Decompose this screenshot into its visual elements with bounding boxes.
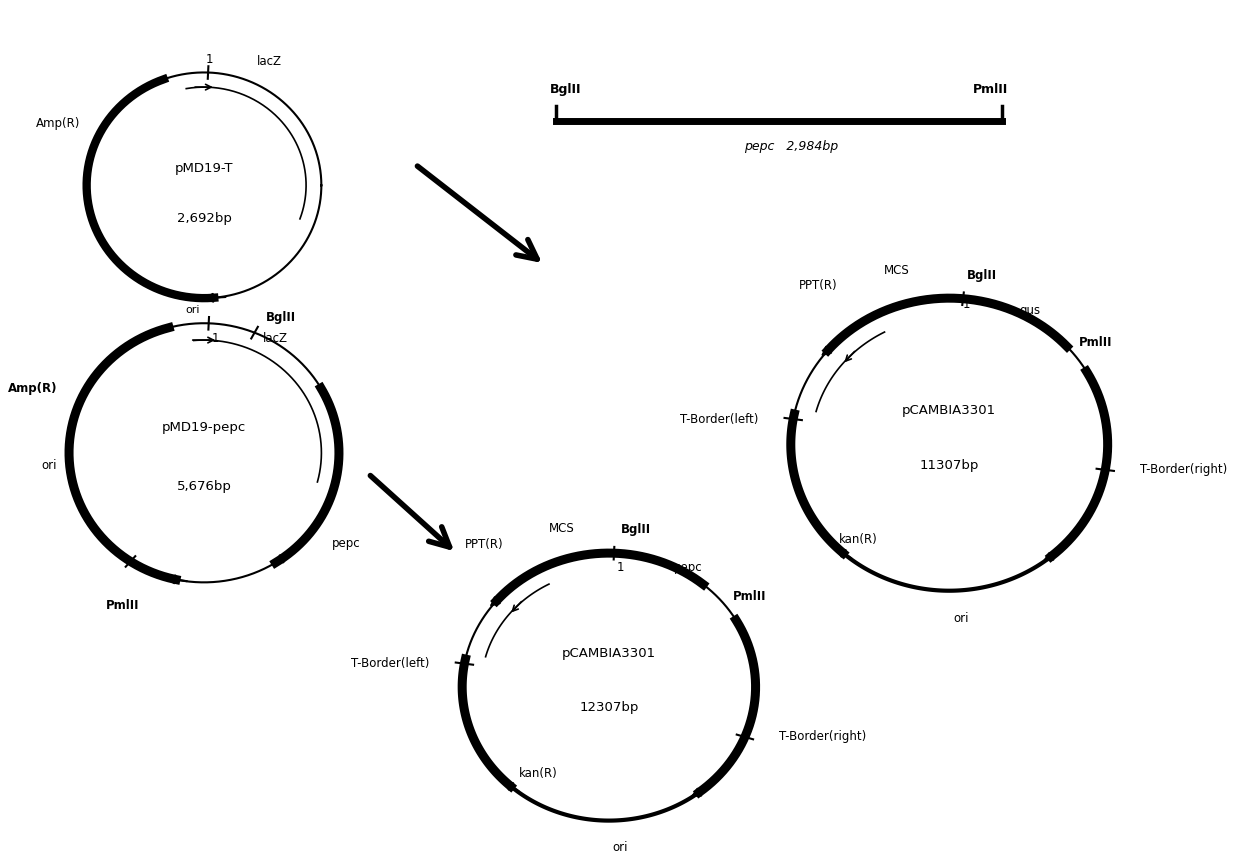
Text: pepc: pepc [674,562,703,575]
Text: 1: 1 [206,53,213,66]
Text: PmlII: PmlII [107,599,140,612]
Text: MCS: MCS [883,264,909,277]
Text: 1: 1 [617,562,624,575]
Text: lacZ: lacZ [263,332,287,345]
Text: ori: ori [42,459,57,472]
Text: pCAMBIA3301: pCAMBIA3301 [902,404,996,417]
Text: 1: 1 [963,298,970,311]
Text: 11307bp: 11307bp [919,459,979,472]
Text: Amp(R): Amp(R) [36,117,81,130]
Text: lacZ: lacZ [256,56,281,68]
Text: PPT(R): PPT(R) [465,539,503,551]
Text: 2,692bp: 2,692bp [176,212,232,225]
Text: BglII: BglII [966,268,997,281]
Text: T-Border(right): T-Border(right) [1140,463,1228,476]
Text: T-Border(left): T-Border(left) [680,412,758,426]
Text: MCS: MCS [549,522,575,534]
Text: pMD19-T: pMD19-T [175,162,233,175]
Text: T-Border(right): T-Border(right) [779,730,866,744]
Text: pMD19-pepc: pMD19-pepc [162,422,247,434]
Text: T-Border(left): T-Border(left) [351,657,430,670]
Text: pepc   2,984bp: pepc 2,984bp [743,139,838,152]
Text: BglII: BglII [550,83,581,96]
Text: PmlII: PmlII [973,83,1007,96]
Text: PmlII: PmlII [1079,336,1113,349]
Text: ori: ori [953,611,969,625]
Text: BglII: BglII [266,311,296,324]
Text: pepc: pepc [332,537,361,550]
Text: kan(R): kan(R) [839,533,878,546]
Text: BglII: BglII [621,523,650,536]
Text: PmlII: PmlII [733,590,767,603]
Text: gus: gus [1020,304,1041,317]
Text: 12307bp: 12307bp [579,701,638,714]
Text: ori: ori [613,841,628,854]
Text: ori: ori [185,305,199,315]
Text: PPT(R): PPT(R) [799,280,838,292]
Text: Amp(R): Amp(R) [7,381,57,394]
Text: kan(R): kan(R) [519,767,558,781]
Text: 5,676bp: 5,676bp [176,480,232,492]
Text: pCAMBIA3301: pCAMBIA3301 [561,647,655,660]
Text: 1: 1 [212,332,219,345]
